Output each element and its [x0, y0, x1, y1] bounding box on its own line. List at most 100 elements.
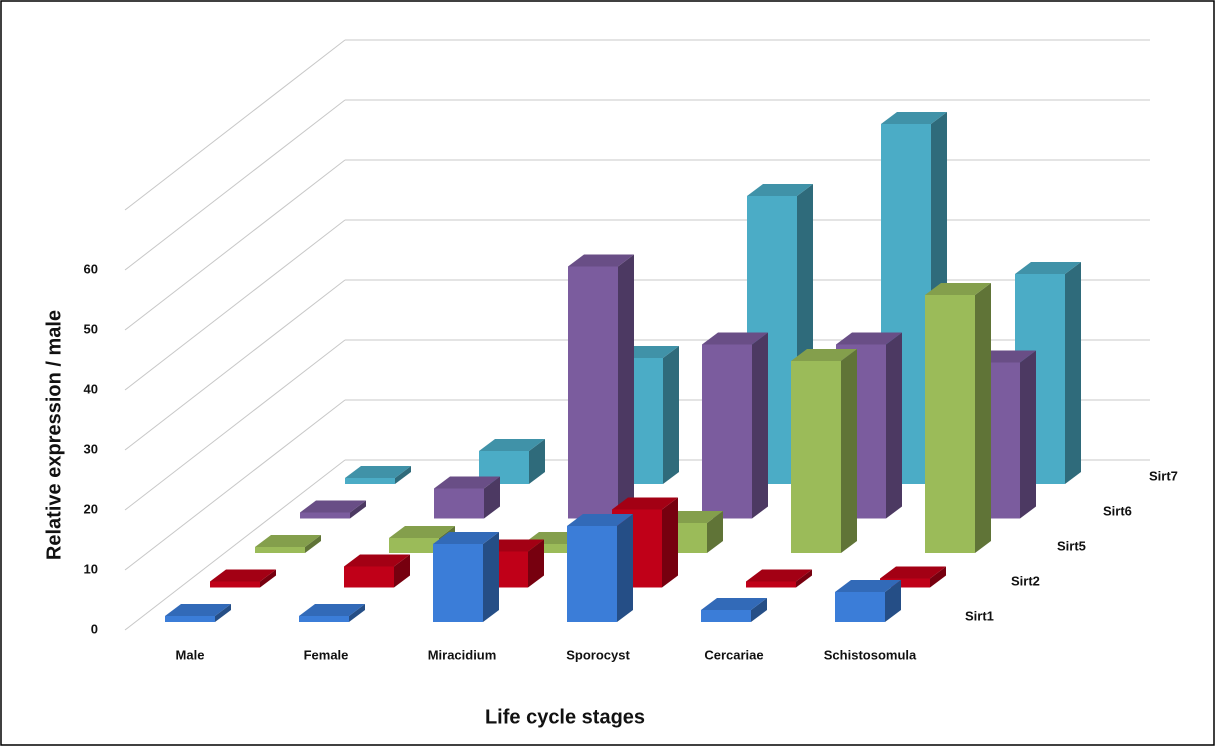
- bar: [433, 532, 499, 622]
- bar-side: [751, 598, 767, 622]
- bar-side: [394, 554, 410, 588]
- bar: [210, 569, 276, 588]
- bar-side: [350, 500, 366, 519]
- bar: [835, 580, 901, 622]
- bar-top: [255, 535, 321, 547]
- bar-front: [791, 361, 841, 553]
- grid-line: [124, 39, 346, 211]
- bar-side: [930, 566, 946, 588]
- legend-label: Sirt2: [1011, 573, 1040, 588]
- bar-front: [434, 488, 484, 519]
- bar: [345, 466, 411, 484]
- bar-front: [389, 538, 439, 553]
- bar-top: [433, 532, 499, 544]
- bar-top: [836, 332, 902, 345]
- bar: [299, 604, 365, 622]
- bar-side: [885, 580, 901, 622]
- bar-front: [701, 610, 751, 622]
- bar-side: [841, 349, 857, 553]
- bar-side: [662, 497, 678, 588]
- bar-front: [300, 512, 350, 519]
- bar-front: [345, 478, 395, 484]
- bar-top: [746, 569, 812, 582]
- bar-top: [479, 439, 545, 451]
- bar: [479, 439, 545, 484]
- bar-front: [523, 544, 573, 553]
- bar-front: [567, 526, 617, 622]
- bar-top: [702, 332, 768, 345]
- y-tick-label: 20: [84, 501, 98, 516]
- grid-line: [124, 459, 346, 631]
- bar-side: [707, 511, 723, 553]
- x-tick-label: Sporocyst: [566, 647, 630, 662]
- y-tick-label: 10: [84, 561, 98, 576]
- bar-top: [210, 569, 276, 582]
- bar-side: [663, 346, 679, 484]
- bar: [255, 535, 321, 553]
- bar-side: [796, 569, 812, 588]
- grid-line: [124, 279, 346, 451]
- bar-side: [1020, 350, 1036, 519]
- bar: [165, 604, 231, 622]
- grid-line: [124, 399, 346, 571]
- bar: [701, 598, 767, 622]
- bar-side: [395, 466, 411, 484]
- bar-side: [483, 532, 499, 622]
- bar-top: [434, 476, 500, 489]
- bar: [791, 349, 857, 553]
- bar-front: [165, 616, 215, 622]
- y-tick-label: 0: [91, 621, 98, 636]
- x-tick-label: Schistosomula: [824, 647, 917, 662]
- bar: [568, 254, 634, 519]
- x-tick-label: Miracidium: [428, 647, 497, 662]
- bar-top: [925, 283, 991, 295]
- bar-top: [299, 604, 365, 616]
- x-tick-label: Female: [304, 647, 349, 662]
- y-axis-title: Relative expression / male: [43, 310, 65, 560]
- grid-line: [124, 339, 346, 511]
- legend-label: Sirt6: [1103, 503, 1132, 518]
- bar-front: [880, 578, 930, 588]
- bar-side: [305, 535, 321, 553]
- grid-line: [124, 219, 346, 391]
- y-tick-label: 30: [84, 441, 98, 456]
- x-tick-label: Cercariae: [704, 647, 763, 662]
- bar-front: [299, 616, 349, 622]
- x-tick-label: Male: [176, 647, 205, 662]
- bar: [746, 569, 812, 588]
- bar: [702, 332, 768, 519]
- bar-top: [345, 466, 411, 478]
- bar-top: [300, 500, 366, 513]
- bar-top: [612, 497, 678, 510]
- bar-side: [484, 476, 500, 519]
- bar-front: [835, 592, 885, 622]
- legend-label: Sirt7: [1149, 468, 1178, 483]
- bar-side: [1065, 262, 1081, 484]
- bar-side: [528, 539, 544, 588]
- bar-front: [344, 566, 394, 588]
- bar-front: [255, 547, 305, 553]
- bar: [344, 554, 410, 588]
- bar-front: [568, 266, 618, 519]
- y-tick-label: 50: [84, 321, 98, 336]
- bar-top: [791, 349, 857, 361]
- grid-line: [124, 159, 346, 331]
- bar-top: [567, 514, 633, 526]
- bar-side: [617, 514, 633, 622]
- bar: [925, 283, 991, 553]
- bar-top: [389, 526, 455, 538]
- bar-front: [433, 544, 483, 622]
- bar-top: [880, 566, 946, 579]
- bar: [880, 566, 946, 588]
- bar-top: [881, 112, 947, 124]
- bar-front: [925, 295, 975, 553]
- bar-top: [701, 598, 767, 610]
- y-tick-label: 40: [84, 381, 98, 396]
- x-axis-title: Life cycle stages: [485, 706, 645, 728]
- bar-side: [886, 332, 902, 519]
- bars: [165, 112, 1081, 622]
- bar-side: [215, 604, 231, 622]
- bar-top: [165, 604, 231, 616]
- bar-front: [210, 581, 260, 588]
- legend-label: Sirt1: [965, 608, 994, 623]
